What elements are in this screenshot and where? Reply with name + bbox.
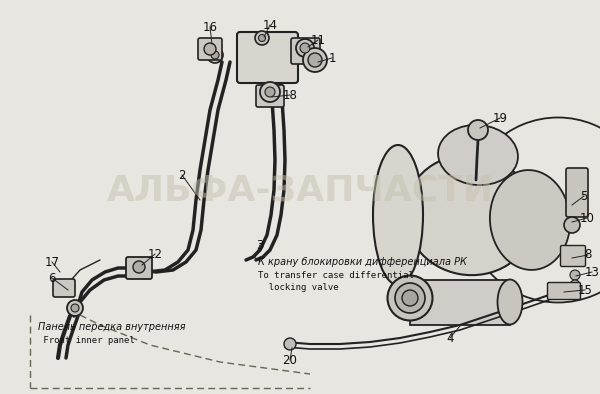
- Text: 11: 11: [311, 33, 325, 46]
- Text: 10: 10: [580, 212, 595, 225]
- Circle shape: [255, 31, 269, 45]
- Text: К крану блокировки дифференциала РК: К крану блокировки дифференциала РК: [258, 257, 467, 267]
- Text: 4: 4: [446, 331, 454, 344]
- Circle shape: [296, 39, 314, 57]
- Ellipse shape: [388, 275, 433, 320]
- Text: 2: 2: [178, 169, 186, 182]
- FancyBboxPatch shape: [198, 38, 222, 60]
- Circle shape: [308, 53, 322, 67]
- FancyBboxPatch shape: [237, 32, 298, 83]
- Ellipse shape: [395, 283, 425, 313]
- Text: 1: 1: [328, 52, 336, 65]
- Text: 12: 12: [148, 247, 163, 260]
- FancyBboxPatch shape: [560, 245, 586, 266]
- FancyBboxPatch shape: [548, 282, 581, 299]
- Circle shape: [211, 51, 219, 59]
- Circle shape: [570, 270, 580, 280]
- Circle shape: [468, 120, 488, 140]
- Text: 3: 3: [256, 238, 263, 251]
- Text: locking valve: locking valve: [258, 283, 338, 292]
- Bar: [410, 280, 510, 325]
- Ellipse shape: [490, 170, 570, 270]
- Ellipse shape: [497, 279, 523, 325]
- FancyBboxPatch shape: [566, 168, 588, 217]
- Circle shape: [564, 217, 580, 233]
- Text: 14: 14: [263, 19, 277, 32]
- Text: АЛЬФА-ЗАПЧАСТИ: АЛЬФА-ЗАПЧАСТИ: [106, 173, 494, 207]
- Circle shape: [133, 261, 145, 273]
- Text: Front inner panel: Front inner panel: [38, 336, 135, 345]
- Circle shape: [570, 280, 580, 290]
- FancyBboxPatch shape: [53, 279, 75, 297]
- Ellipse shape: [438, 125, 518, 185]
- Text: 13: 13: [584, 266, 599, 279]
- Circle shape: [260, 82, 280, 102]
- Text: Панель передка внутренняя: Панель передка внутренняя: [38, 322, 185, 332]
- Text: 18: 18: [283, 89, 298, 102]
- Circle shape: [402, 290, 418, 306]
- Text: 19: 19: [493, 112, 508, 125]
- Text: To transfer case differential: To transfer case differential: [258, 271, 414, 280]
- Ellipse shape: [405, 155, 535, 275]
- Text: 6: 6: [48, 271, 56, 284]
- Ellipse shape: [373, 145, 423, 285]
- Circle shape: [303, 48, 327, 72]
- Circle shape: [71, 304, 79, 312]
- Circle shape: [67, 300, 83, 316]
- Circle shape: [207, 47, 223, 63]
- Circle shape: [284, 338, 296, 350]
- FancyBboxPatch shape: [256, 85, 284, 107]
- Circle shape: [265, 87, 275, 97]
- Circle shape: [300, 43, 310, 53]
- Text: 17: 17: [44, 255, 59, 268]
- FancyBboxPatch shape: [291, 38, 320, 64]
- Text: 16: 16: [203, 20, 218, 33]
- Circle shape: [204, 43, 216, 55]
- Text: 15: 15: [578, 284, 592, 297]
- Text: 20: 20: [283, 353, 298, 366]
- Circle shape: [259, 35, 265, 41]
- FancyBboxPatch shape: [126, 257, 152, 279]
- Text: 8: 8: [584, 249, 592, 262]
- Text: 5: 5: [580, 190, 587, 203]
